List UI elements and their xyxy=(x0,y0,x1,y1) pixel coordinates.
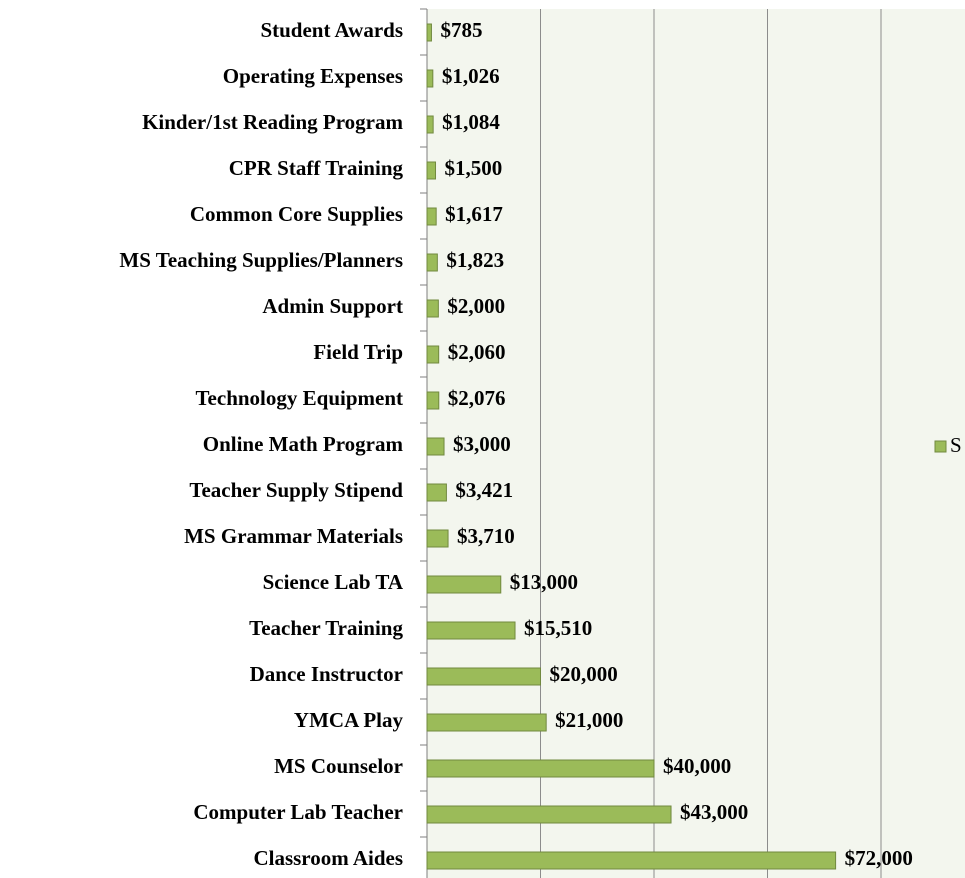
bar xyxy=(426,759,655,778)
y-tick-label: CPR Staff Training xyxy=(229,156,404,180)
y-tick-label: Student Awards xyxy=(260,18,403,42)
data-label: $1,500 xyxy=(445,156,503,180)
y-tick-label: YMCA Play xyxy=(294,708,404,732)
bar xyxy=(426,483,447,502)
bar xyxy=(426,115,434,134)
y-tick-label: Kinder/1st Reading Program xyxy=(142,110,403,134)
bar xyxy=(426,805,672,824)
data-label: $2,000 xyxy=(447,294,505,318)
y-tick-label: Online Math Program xyxy=(203,432,404,456)
y-tick-label: Classroom Aides xyxy=(253,846,403,870)
data-label: $43,000 xyxy=(680,800,748,824)
data-label: $1,617 xyxy=(445,202,503,226)
data-label: $13,000 xyxy=(510,570,578,594)
data-label: $2,060 xyxy=(448,340,506,364)
bar xyxy=(426,713,547,732)
data-label: $1,823 xyxy=(446,248,504,272)
y-tick-label: Teacher Training xyxy=(249,616,403,640)
bar xyxy=(426,161,437,180)
y-tick-label: Operating Expenses xyxy=(223,64,403,88)
bar xyxy=(426,207,437,226)
data-label: $3,710 xyxy=(457,524,515,548)
data-label: $1,026 xyxy=(442,64,500,88)
y-tick-label: Common Core Supplies xyxy=(190,202,403,226)
bar xyxy=(426,345,440,364)
data-label: $3,421 xyxy=(455,478,513,502)
y-tick-label: Field Trip xyxy=(313,340,403,364)
plot-area xyxy=(427,9,965,878)
y-tick-label: Dance Instructor xyxy=(250,662,403,686)
data-label: $785 xyxy=(440,18,482,42)
data-label: $40,000 xyxy=(663,754,731,778)
y-tick-label: MS Counselor xyxy=(274,754,403,778)
y-tick-label: Science Lab TA xyxy=(263,570,404,594)
bar xyxy=(426,69,434,88)
data-label: $2,076 xyxy=(448,386,506,410)
bar xyxy=(426,437,445,456)
bar xyxy=(426,253,438,272)
bar xyxy=(426,299,439,318)
y-tick-label: Computer Lab Teacher xyxy=(193,800,403,824)
legend-swatch xyxy=(934,440,947,453)
bar xyxy=(426,621,516,640)
bar xyxy=(426,667,541,686)
bar xyxy=(426,851,837,870)
y-tick-label: MS Teaching Supplies/Planners xyxy=(119,248,403,272)
legend-label: S xyxy=(950,433,962,457)
y-tick-label: Teacher Supply Stipend xyxy=(189,478,403,502)
data-label: $21,000 xyxy=(555,708,623,732)
bar xyxy=(426,575,502,594)
y-tick-label: Admin Support xyxy=(262,294,403,318)
data-label: $15,510 xyxy=(524,616,592,640)
bar xyxy=(426,23,432,42)
y-tick-label: MS Grammar Materials xyxy=(184,524,403,548)
data-label: $20,000 xyxy=(550,662,618,686)
data-label: $3,000 xyxy=(453,432,511,456)
data-label: $1,084 xyxy=(442,110,500,134)
bar xyxy=(426,529,449,548)
y-tick-label: Technology Equipment xyxy=(195,386,403,410)
bar xyxy=(426,391,440,410)
data-label: $72,000 xyxy=(845,846,913,870)
